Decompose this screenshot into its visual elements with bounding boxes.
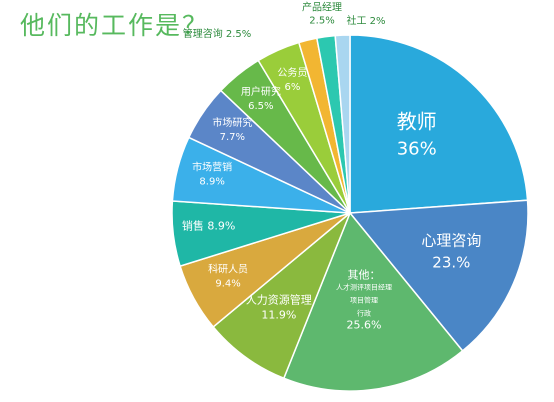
pie-slice-教师 <box>349 34 529 214</box>
slice-value-科研人员: 9.4% <box>215 278 240 289</box>
slice-detail-其他: 项目管理 <box>350 295 378 304</box>
slice-value-人力资源管理: 11.9% <box>261 308 296 321</box>
slice-label-用户研究: 用户研究 <box>241 85 281 98</box>
pie-slice-社工 <box>334 34 351 214</box>
slice-detail-其他: 行政 <box>357 308 371 317</box>
slice-label-教师: 教师 <box>397 109 437 133</box>
slice-label-销售: 销售 8.9% <box>182 219 235 233</box>
slice-value-其他: 25.6% <box>347 318 382 331</box>
slice-label-社工: 社工 2% <box>346 14 385 27</box>
slice-label-科研人员: 科研人员 <box>208 262 248 275</box>
pie-slices <box>171 34 529 392</box>
slice-label-人力资源管理: 人力资源管理 <box>246 292 312 306</box>
slice-label-公务员: 公务员 <box>277 66 307 79</box>
slice-value-心理咨询: 23.% <box>432 254 470 272</box>
slice-value-教师: 36% <box>397 138 437 159</box>
slice-label-市场研究: 市场研究 <box>212 116 252 129</box>
pie-slice-心理咨询 <box>348 199 529 352</box>
slice-label-产品经理: 产品经理 <box>302 1 342 14</box>
slice-value-公务员: 6% <box>284 82 300 93</box>
chart-title: 他们的工作是？ <box>20 11 210 40</box>
slice-value-市场营销: 8.9% <box>199 176 224 187</box>
slice-label-市场营销: 市场营销 <box>192 160 232 173</box>
slice-value-用户研究: 6.5% <box>248 101 273 112</box>
pie-slice-其他 <box>282 211 464 392</box>
slice-value-市场研究: 7.7% <box>220 132 245 143</box>
slice-label-心理咨询: 心理咨询 <box>421 232 481 250</box>
slice-label-管理咨询: 管理咨询 2.5% <box>183 27 252 40</box>
slice-value-产品经理: 2.5% <box>309 16 334 27</box>
slice-detail-其他: 人才测评项目经理 <box>336 282 392 291</box>
slice-label-其他: 其他： <box>348 268 381 281</box>
